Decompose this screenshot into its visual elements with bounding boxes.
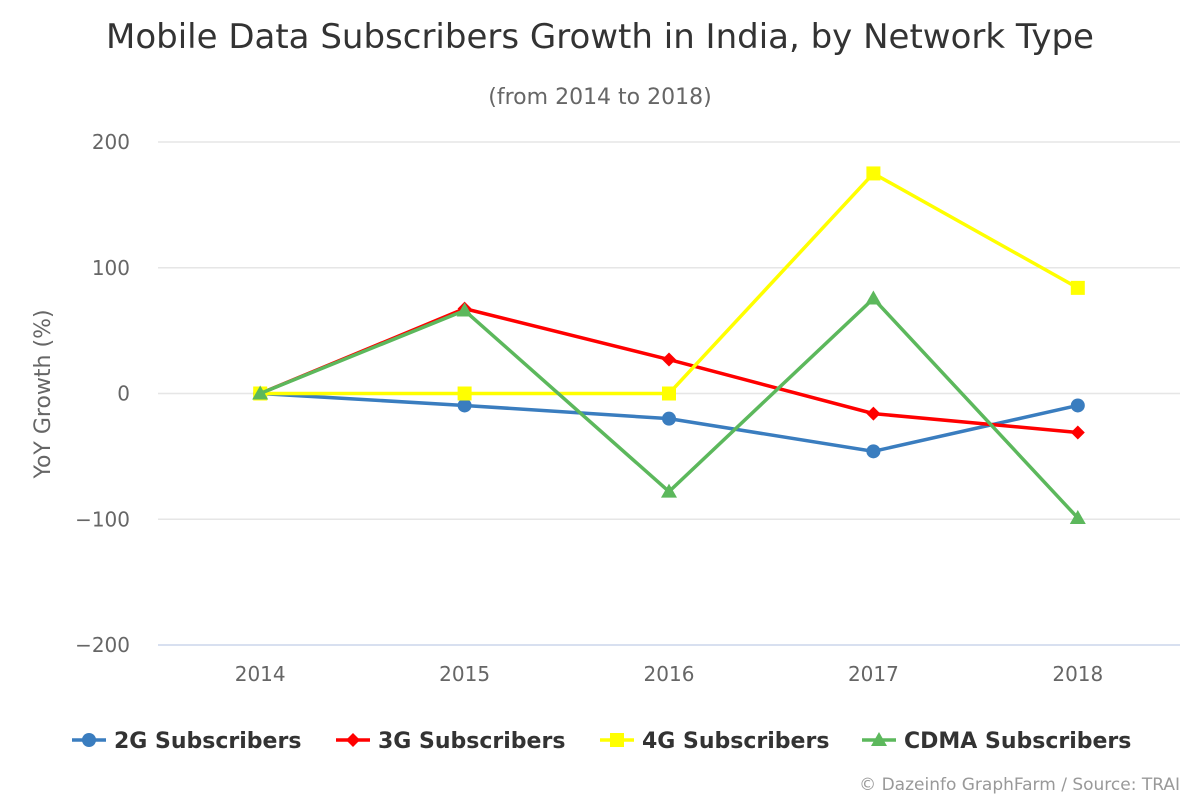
- legend-item[interactable]: 2G Subscribers: [72, 729, 301, 754]
- y-tick-label: 100: [92, 256, 130, 280]
- marker-circle: [82, 733, 96, 747]
- marker-diamond: [866, 406, 881, 421]
- y-tick-label: 200: [92, 130, 130, 154]
- series-2g-subscribers: [253, 386, 1085, 459]
- y-axis-label: YoY Growth (%): [31, 309, 56, 479]
- marker-triangle: [456, 302, 473, 317]
- x-tick-label: 2014: [235, 662, 286, 686]
- legend-label: 4G Subscribers: [642, 729, 829, 754]
- marker-square: [1070, 280, 1085, 295]
- marker-diamond: [1070, 425, 1085, 440]
- y-tick-label: −200: [75, 633, 130, 657]
- legend-item[interactable]: 3G Subscribers: [336, 729, 565, 754]
- marker-triangle: [1069, 509, 1086, 524]
- marker-square: [610, 733, 624, 747]
- marker-triangle: [252, 385, 269, 400]
- marker-triangle: [661, 483, 677, 498]
- marker-diamond: [346, 733, 360, 747]
- chart-title: Mobile Data Subscribers Growth in India,…: [106, 17, 1094, 57]
- marker-diamond: [662, 352, 676, 367]
- legend-label: 3G Subscribers: [378, 729, 565, 754]
- marker-circle: [866, 444, 881, 459]
- x-tick-label: 2015: [439, 662, 490, 686]
- series-cdma-subscribers: [252, 290, 1086, 524]
- marker-triangle: [871, 732, 887, 746]
- y-tick-label: −100: [75, 507, 130, 531]
- marker-square: [866, 166, 881, 181]
- legend-label: CDMA Subscribers: [904, 729, 1131, 754]
- x-tick-label: 2018: [1052, 662, 1103, 686]
- legend-label: 2G Subscribers: [114, 729, 301, 754]
- marker-circle: [662, 411, 676, 426]
- x-tick-label: 2017: [848, 662, 899, 686]
- marker-triangle: [865, 290, 882, 305]
- marker-circle: [457, 398, 472, 413]
- marker-circle: [1070, 398, 1085, 413]
- chart-subtitle: (from 2014 to 2018): [488, 85, 711, 110]
- marker-square: [662, 386, 676, 401]
- x-tick-label: 2016: [644, 662, 695, 686]
- y-tick-label: 0: [117, 382, 130, 406]
- legend-item[interactable]: 4G Subscribers: [600, 729, 829, 754]
- legend-item[interactable]: CDMA Subscribers: [862, 729, 1131, 754]
- credits[interactable]: © Dazeinfo GraphFarm / Source: TRAI: [859, 775, 1180, 795]
- marker-square: [457, 386, 472, 401]
